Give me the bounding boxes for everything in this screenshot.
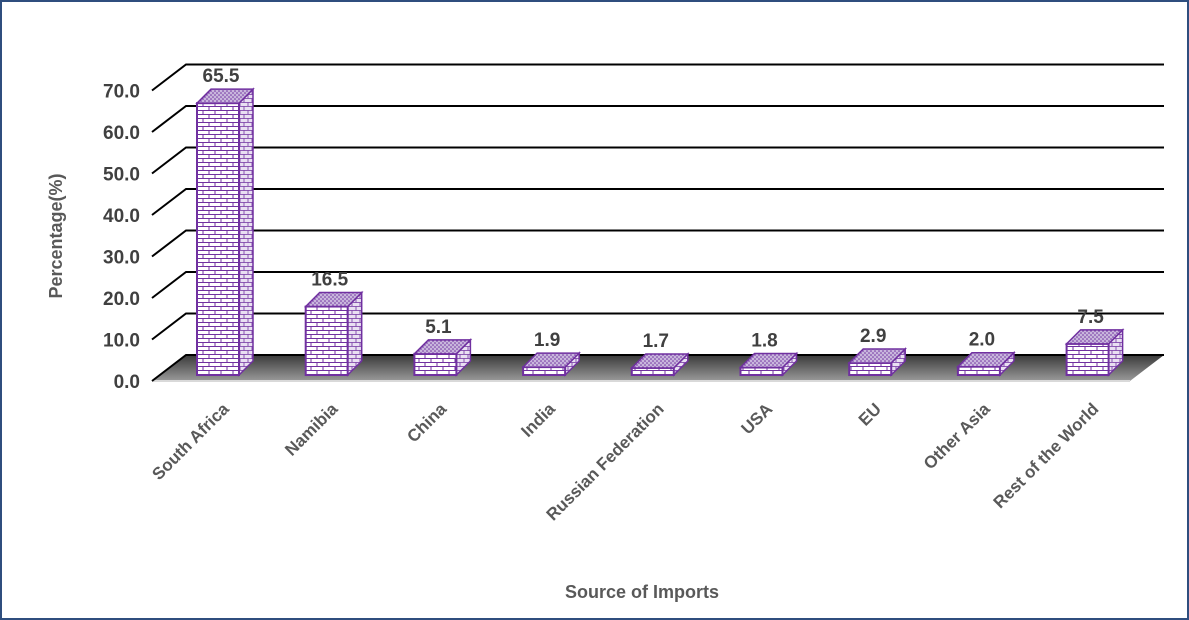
bar-front <box>522 366 567 376</box>
bar <box>738 351 799 377</box>
gridline <box>151 146 1164 175</box>
x-category-label: China <box>403 399 450 446</box>
bar-front <box>1065 342 1110 376</box>
bar-top <box>956 351 1016 368</box>
bar-top <box>847 348 908 364</box>
bar <box>195 87 255 377</box>
bar-front <box>630 366 675 377</box>
y-tick-label: 10.0 <box>103 331 140 352</box>
x-category-label: Russian Federation <box>543 399 668 524</box>
x-category-label: Rest of the World <box>990 399 1103 512</box>
bar <box>847 347 908 377</box>
x-category-label: EU <box>855 399 885 429</box>
data-label: 16.5 <box>311 270 348 291</box>
gridline <box>151 271 1164 299</box>
data-labels: 65.5 16.5 5.1 1.9 1.7 1.8 2.9 2.0 7.5 <box>203 66 1105 352</box>
gridline <box>151 312 1164 341</box>
bar <box>1064 328 1125 377</box>
bar <box>303 290 364 377</box>
y-tick-label: 50.0 <box>103 165 140 186</box>
y-axis-title: Percentage(%) <box>46 173 66 298</box>
y-tick-label: 20.0 <box>103 289 140 310</box>
bar <box>629 352 690 377</box>
x-category-label: USA <box>738 399 777 438</box>
data-label: 1.7 <box>643 331 669 352</box>
bar <box>412 338 473 377</box>
y-tick-label: 40.0 <box>103 206 140 227</box>
gridline <box>151 63 1164 92</box>
x-category-label: Other Asia <box>920 399 994 473</box>
x-category-label: India <box>517 399 559 441</box>
bars <box>195 87 1125 377</box>
bar-front <box>196 102 240 377</box>
bar-top <box>521 352 581 368</box>
bar-top <box>412 339 473 355</box>
data-label: 1.8 <box>751 331 777 352</box>
x-axis-title: Source of Imports <box>565 582 719 602</box>
gridline <box>151 188 1164 216</box>
data-label: 7.5 <box>1077 307 1104 328</box>
bar-front <box>848 361 893 376</box>
bar-front <box>413 352 458 376</box>
bar-top <box>1064 329 1125 345</box>
x-category-label: Namibia <box>281 399 342 460</box>
gridline <box>151 229 1164 258</box>
y-tick-label: 0.0 <box>114 372 140 393</box>
bar-front <box>304 305 349 376</box>
bar <box>521 351 581 377</box>
data-label: 65.5 <box>203 66 240 87</box>
data-label: 1.9 <box>534 330 560 351</box>
gridline <box>151 354 1164 382</box>
bar-front <box>956 365 1001 377</box>
bar <box>956 350 1016 377</box>
x-category-label: South Africa <box>148 399 233 484</box>
bar-top <box>195 88 255 104</box>
bar-front <box>739 366 784 376</box>
bar-top <box>738 352 799 369</box>
y-tick-label: 60.0 <box>103 123 140 144</box>
y-axis-ticks: 0.0 10.0 20.0 30.0 40.0 50.0 60.0 70.0 <box>103 82 140 394</box>
gridlines <box>151 63 1164 382</box>
y-tick-label: 70.0 <box>103 82 140 103</box>
gridline <box>151 105 1164 133</box>
bar-side <box>238 87 254 377</box>
bar-top <box>629 353 690 369</box>
data-label: 5.1 <box>425 317 452 338</box>
data-label: 2.9 <box>860 326 886 347</box>
data-label: 2.0 <box>969 330 995 351</box>
bar-top <box>303 291 364 308</box>
y-tick-label: 30.0 <box>103 248 140 269</box>
